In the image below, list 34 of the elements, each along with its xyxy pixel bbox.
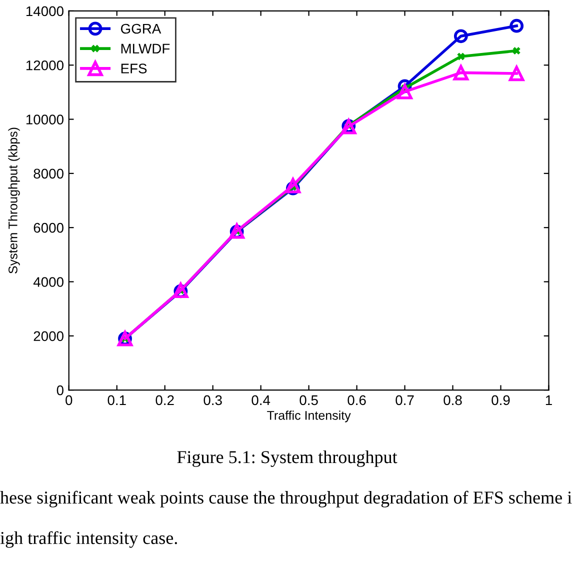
point <box>285 178 301 194</box>
y-tick-label: 6000 <box>34 222 64 233</box>
text: hese significant weak points cause the throughput degradation of EFS scheme i <box>0 490 572 508</box>
x-tick-label: 0 <box>66 395 72 406</box>
point <box>453 65 469 80</box>
y-axis-title: System Throughput (kbps) <box>8 128 20 274</box>
x-tick-label: 0.4 <box>252 395 270 406</box>
y-tick-label: 4000 <box>33 277 64 287</box>
point <box>397 84 412 100</box>
x-tick-label: 0.3 <box>204 395 222 406</box>
caption: Figure 5.1: System throughput <box>177 450 398 467</box>
y-tick-label: 2000 <box>34 331 64 342</box>
point <box>510 18 524 33</box>
x-tick-label: 0.6 <box>348 395 366 406</box>
point <box>456 52 466 61</box>
y-tick-label: 0 <box>56 385 64 396</box>
x-tick-label: 0.1 <box>108 395 126 406</box>
point <box>508 66 524 82</box>
x-axis-title: Traffic Intensity <box>267 410 351 422</box>
y-tick-label: 8000 <box>34 168 64 179</box>
text: igh traffic intensity case. <box>0 531 177 548</box>
x-tick-label: 0.5 <box>300 395 318 406</box>
x-tick-label: 0.2 <box>156 395 174 406</box>
y-tick-label: 12000 <box>26 60 64 70</box>
x-tick-label: 0.8 <box>444 395 462 406</box>
x-tick-label: 0.9 <box>492 395 510 406</box>
point <box>454 29 468 44</box>
y-tick-label: 10000 <box>26 114 64 124</box>
x-tick-label: 1 <box>546 395 552 405</box>
y-tick-label: 14000 <box>26 6 64 16</box>
legend-label: GGRA <box>120 24 162 34</box>
x-tick-label: 0.7 <box>396 395 414 406</box>
legend-label: MLWDF <box>121 44 170 54</box>
legend-label: EFS <box>121 64 147 74</box>
